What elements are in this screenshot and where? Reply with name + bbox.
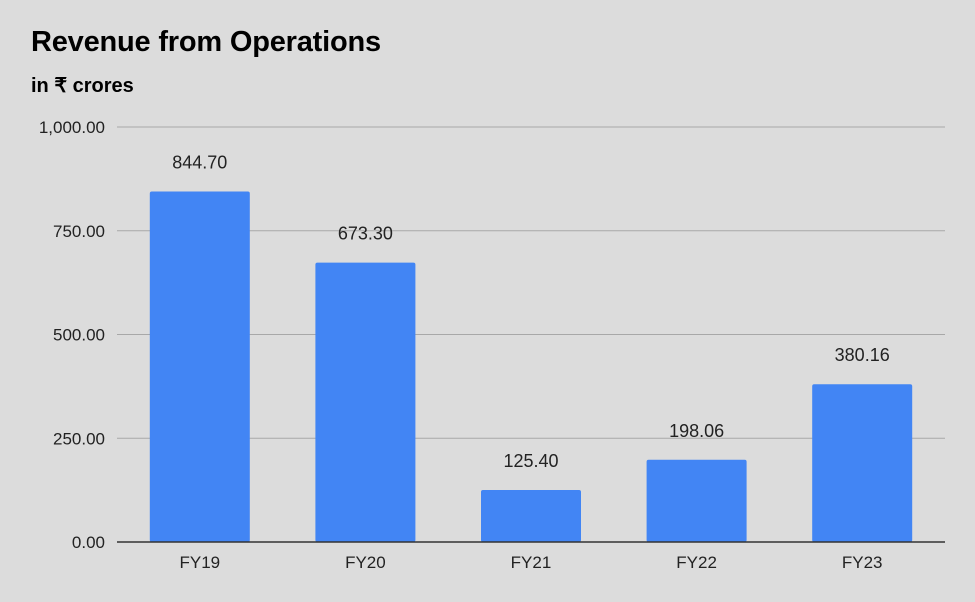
data-label: 380.16 [835,345,890,365]
y-tick-label: 500.00 [53,326,105,345]
bar [812,384,913,542]
x-tick-label: FY20 [345,553,386,572]
data-label: 198.06 [669,421,724,441]
bar [149,191,250,542]
bar [646,459,747,542]
x-tick-label: FY22 [676,553,717,572]
y-tick-label: 1,000.00 [39,118,105,137]
y-tick-label: 0.00 [72,533,105,552]
x-tick-label: FY21 [511,553,552,572]
x-tick-label: FY19 [179,553,220,572]
y-tick-label: 750.00 [53,222,105,241]
chart-title: Revenue from Operations [31,26,381,58]
data-label: 125.40 [503,451,558,471]
x-tick-label: FY23 [842,553,883,572]
data-label: 673.30 [338,224,393,244]
chart-subtitle: in ₹ crores [31,75,134,97]
bar [315,262,416,542]
bar [481,489,581,542]
y-tick-label: 250.00 [53,429,105,448]
data-label: 844.70 [172,152,227,172]
